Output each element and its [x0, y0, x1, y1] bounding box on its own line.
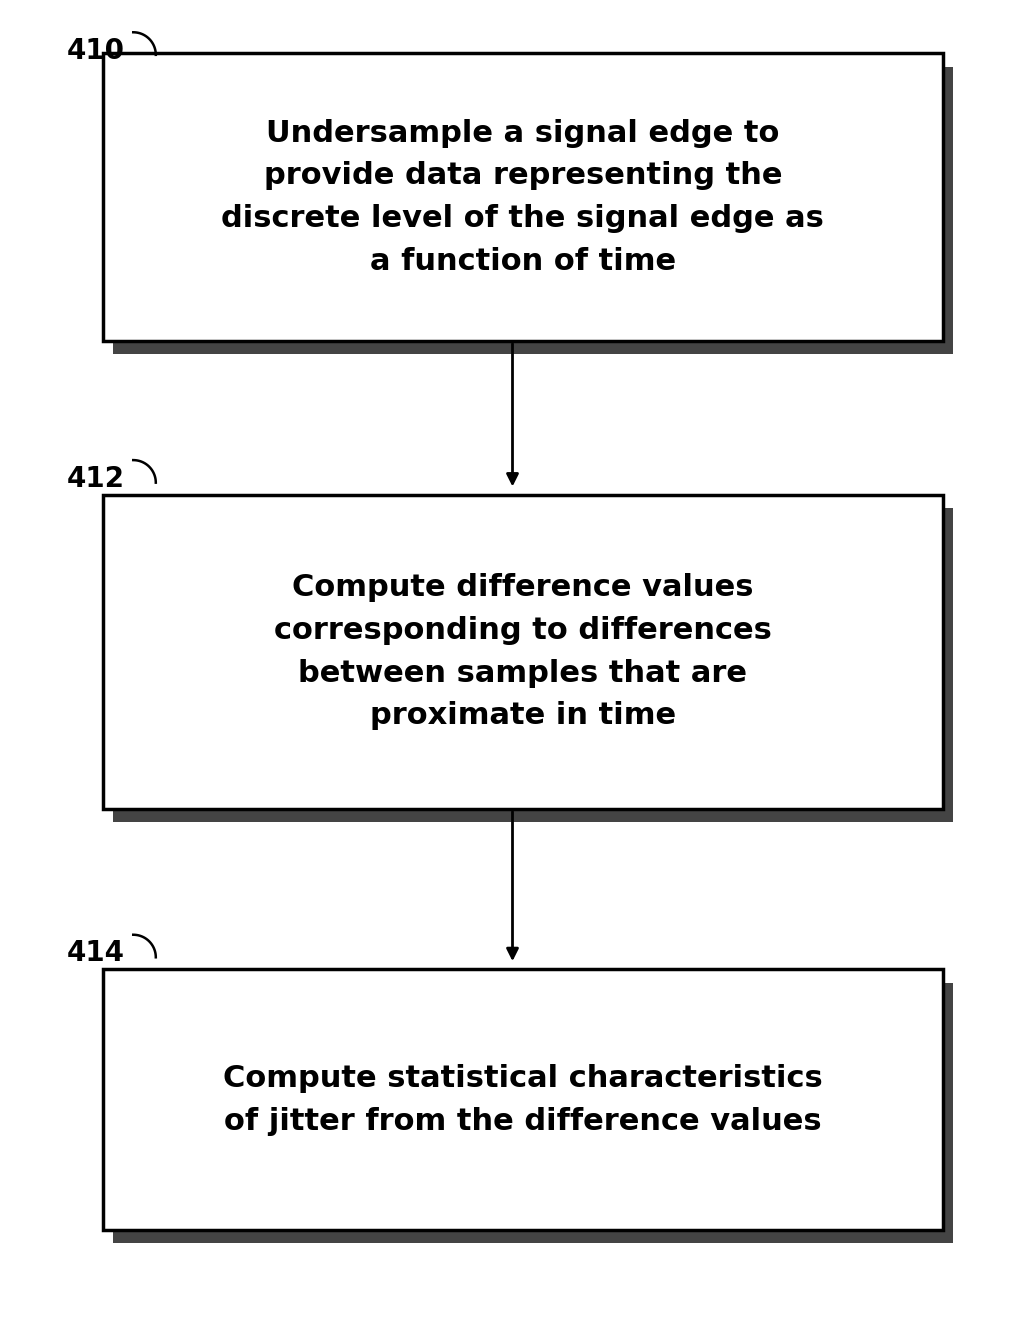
Text: Compute statistical characteristics
of jitter from the difference values: Compute statistical characteristics of j… — [222, 1064, 823, 1135]
Bar — [113, 67, 953, 354]
Text: 414: 414 — [67, 940, 125, 967]
Bar — [113, 983, 953, 1243]
Text: Undersample a signal edge to
provide data representing the
discrete level of the: Undersample a signal edge to provide dat… — [221, 119, 824, 275]
Bar — [102, 969, 943, 1230]
Bar — [102, 495, 943, 809]
Bar — [102, 53, 943, 341]
Bar — [113, 508, 953, 822]
Text: 412: 412 — [67, 465, 125, 492]
Text: Compute difference values
corresponding to differences
between samples that are
: Compute difference values corresponding … — [274, 574, 772, 730]
Text: 410: 410 — [67, 37, 125, 64]
